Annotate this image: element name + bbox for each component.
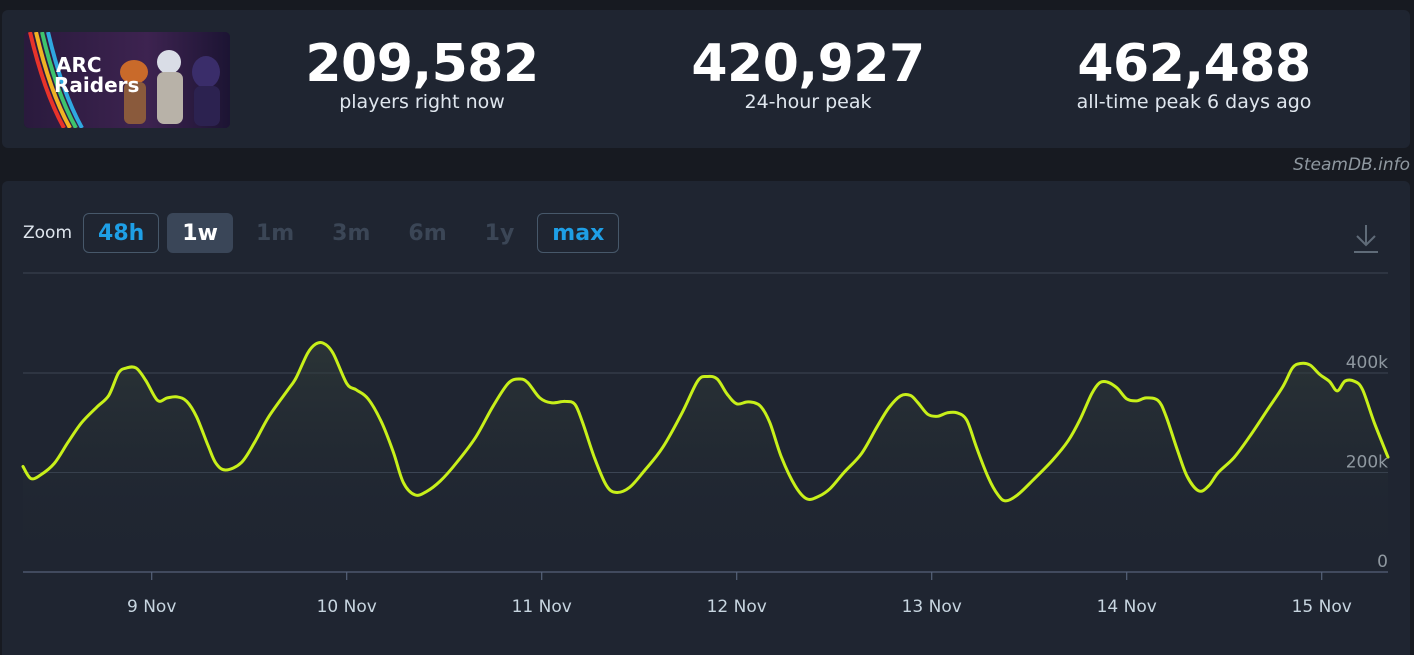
x-tick-label-13-Nov: 13 Nov	[902, 597, 962, 617]
x-tick-label-12-Nov: 12 Nov	[707, 597, 767, 617]
stat-current-players: 209,582 players right now	[242, 32, 602, 114]
x-tick-label-9-Nov: 9 Nov	[127, 597, 176, 617]
zoom-1w-button[interactable]: 1w	[167, 213, 233, 253]
chart-panel: Zoom 48h 1w 1m 3m 6m 1y max	[2, 181, 1410, 655]
x-tick-label-10-Nov: 10 Nov	[317, 597, 377, 617]
download-icon[interactable]	[1352, 223, 1380, 255]
game-logo[interactable]: ARC Raiders	[24, 32, 230, 128]
zoom-6m-button[interactable]: 6m	[408, 220, 447, 246]
zoom-bar: Zoom 48h 1w 1m 3m 6m 1y max	[23, 211, 627, 255]
y-tick-label-400k: 400k	[1346, 353, 1388, 373]
steamdb-watermark: SteamDB.info	[1293, 155, 1410, 175]
current-players-label: players right now	[339, 91, 505, 113]
zoom-1m-button[interactable]: 1m	[255, 220, 295, 246]
all-time-peak-value: 462,488	[1077, 34, 1311, 94]
zoom-3m-button[interactable]: 3m	[332, 220, 371, 246]
series-line-0	[21, 340, 1390, 503]
stat-24h-peak: 420,927 24-hour peak	[628, 32, 988, 114]
x-tick-label-11-Nov: 11 Nov	[512, 597, 572, 617]
stats-panel: ARC Raiders 209,582 players right now 42…	[2, 10, 1410, 148]
current-players-value: 209,582	[305, 34, 539, 94]
series-area-0	[23, 342, 1388, 572]
y-tick-label-200k: 200k	[1346, 453, 1388, 473]
player-count-chart[interactable]: 0 200k 400k 9 Nov 10 Nov 11 Nov 12 Nov 13 Nov 14…	[2, 181, 1410, 655]
game-logo-art: ARC Raiders	[24, 32, 230, 128]
logo-text-line2: Raiders	[54, 73, 139, 97]
stat-all-time-peak: 462,488 all-time peak 6 days ago	[1014, 32, 1374, 114]
logo-text-line1: ARC	[56, 53, 102, 77]
zoom-1y-button[interactable]: 1y	[484, 220, 515, 246]
peak-24h-value: 420,927	[691, 34, 925, 94]
zoom-48h-button[interactable]: 48h	[83, 213, 160, 253]
x-tick-label-15-Nov: 15 Nov	[1292, 597, 1352, 617]
peak-24h-label: 24-hour peak	[744, 91, 872, 113]
zoom-label: Zoom	[23, 223, 73, 243]
y-tick-label-0: 0	[1377, 552, 1388, 572]
zoom-max-button[interactable]: max	[537, 213, 620, 253]
all-time-peak-label: all-time peak 6 days ago	[1076, 91, 1312, 113]
x-tick-label-14-Nov: 14 Nov	[1097, 597, 1157, 617]
